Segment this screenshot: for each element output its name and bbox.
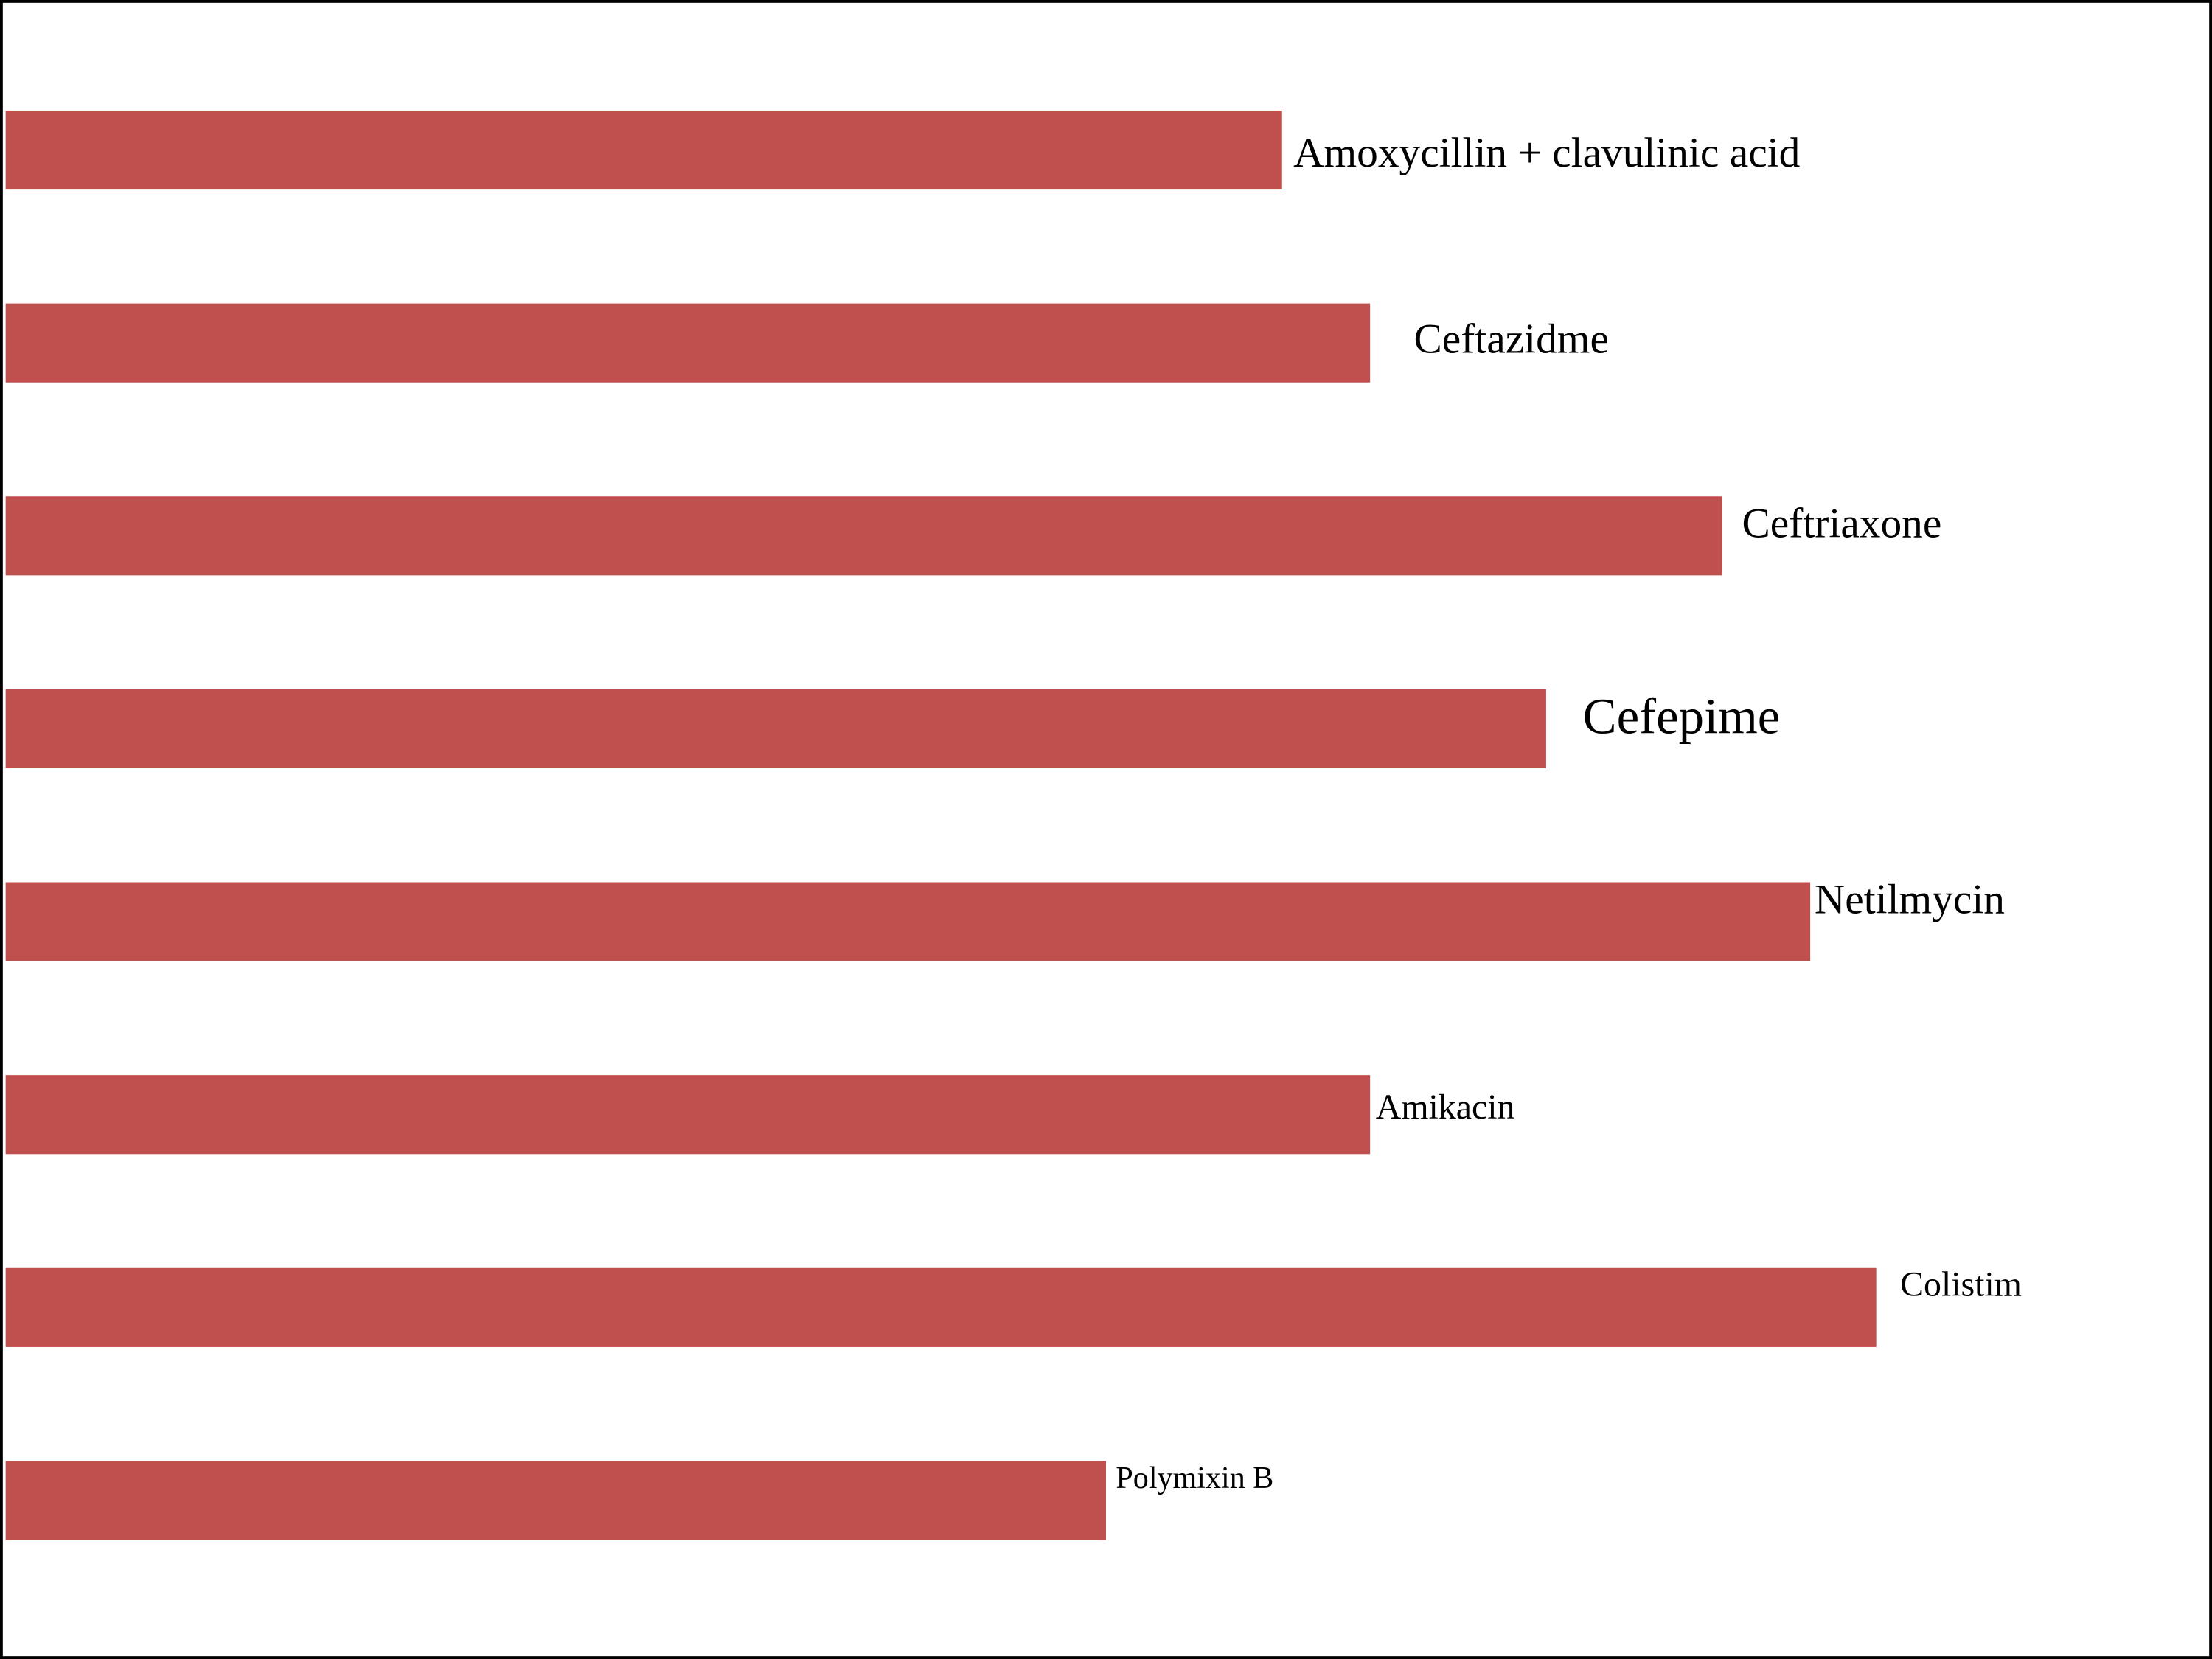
bar [5,496,1722,576]
bar [5,882,1811,961]
bar-label: Polymixin B [1116,1461,1273,1495]
bar-label: Cefepime [1583,689,1781,745]
bar-label: Ceftriaxone [1742,500,1942,546]
bar [5,1075,1371,1155]
bar [5,303,1371,383]
bar-label: Amikacin [1376,1088,1515,1127]
bar-label: Amoxycillin + clavulinic acid [1293,130,1800,176]
bar [5,689,1546,769]
bar [5,1267,1877,1347]
bar-label: Ceftazidme [1413,316,1608,362]
bar-label: Netilmycin [1815,876,2005,922]
bar [5,110,1282,190]
bar [5,1461,1106,1540]
bar-label: Colistim [1900,1265,2022,1304]
